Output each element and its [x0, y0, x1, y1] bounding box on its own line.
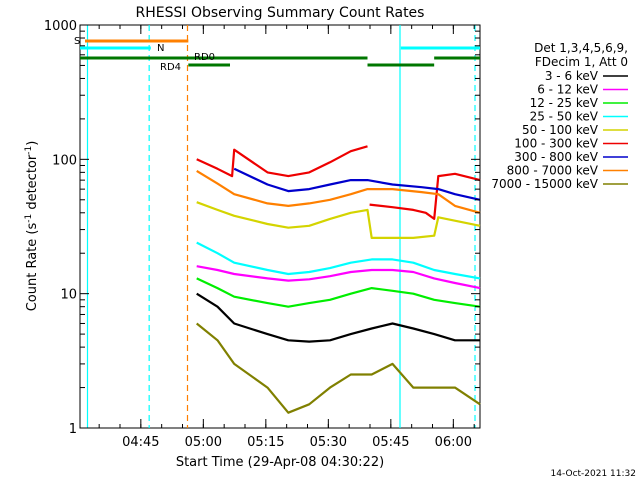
x-tick-label: 05:30 [310, 435, 347, 450]
rd4-flag-label: RD4 [160, 62, 181, 73]
x-tick-label: 04:45 [122, 435, 159, 450]
chart-title: RHESSI Observing Summary Count Rates [136, 5, 425, 21]
vertical-markers [86, 25, 476, 428]
series-line-7000-15000-kev [196, 322, 481, 414]
legend-entry-label: 800 - 7000 keV [507, 164, 599, 178]
series-line-50-100-kev [196, 201, 481, 239]
series-line-300-800-kev [233, 167, 481, 201]
legend-entry-label: 50 - 100 keV [522, 123, 599, 137]
series-line-100-300-kev [196, 145, 368, 178]
x-tick-label: 05:45 [372, 435, 409, 450]
y-tick-label: 1000 [44, 19, 77, 34]
y-axis-label: Count Rate (s-1 detector-1) [24, 141, 40, 312]
x-tick-label: 06:00 [435, 435, 472, 450]
legend-entry-label: 6 - 12 keV [537, 83, 599, 97]
legend-entry-label: 3 - 6 keV [545, 69, 599, 83]
legend-entry-label: 7000 - 15000 keV [491, 177, 598, 191]
legend-entry-label: 300 - 800 keV [514, 150, 598, 164]
saa-flag-label: S [74, 36, 80, 47]
legend-entry-label: 12 - 25 keV [530, 96, 599, 110]
series-line-100-300-kev [369, 172, 481, 220]
legend-entry-label: 100 - 300 keV [514, 137, 598, 151]
x-tick-label: 05:00 [185, 435, 222, 450]
axes: 1 10 100 1000 04:45 05:00 05:15 05:30 05:45 06:00 [44, 19, 480, 450]
x-axis-label: Start Time (29-Apr-08 04:30:22) [176, 455, 384, 470]
legend-entry-label: 25 - 50 keV [530, 110, 599, 124]
series-line-12-25-kev [196, 277, 481, 308]
x-tick-label: 05:15 [247, 435, 284, 450]
rd0-flag-label: RD0 [194, 52, 215, 63]
y-tick-label: 10 [60, 288, 77, 303]
plot-frame [79, 24, 481, 429]
status-flags: S N RD0 RD4 [74, 36, 480, 73]
footer-date: 14-Oct-2021 11:32 [551, 469, 636, 479]
night-flag-label: N [157, 43, 164, 54]
legend-header-line-1: Det 1,3,4,5,6,9, [534, 41, 628, 55]
legend-header-line-2: FDecim 1, Att 0 [535, 55, 628, 69]
y-tick-label: 100 [52, 153, 77, 168]
series-line-6-12-kev [196, 265, 481, 290]
legend: Det 1,3,4,5,6,9, FDecim 1, Att 0 3 - 6 k… [491, 41, 628, 191]
y-tick-label: 1 [69, 422, 77, 437]
series-line-3-6-kev [196, 292, 480, 343]
series-line-800-7000-kev [196, 169, 481, 214]
series-layer [196, 145, 481, 414]
series-line-25-50-kev [196, 241, 481, 280]
